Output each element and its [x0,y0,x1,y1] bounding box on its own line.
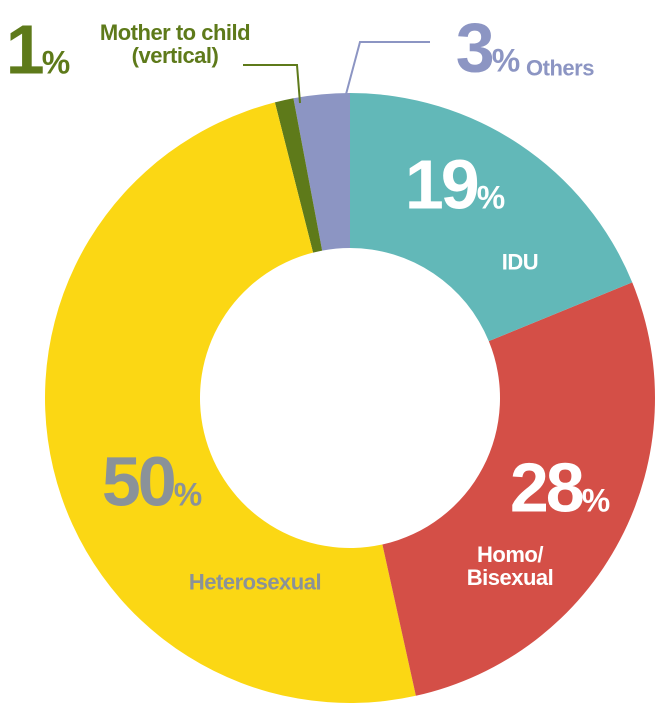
value-number: 1 [5,10,45,89]
value-unit: % [581,482,611,519]
value-number: 50 [101,442,177,521]
value-number: 28 [509,448,585,527]
slice [350,93,633,342]
category-label: Homo/ Bisexual [466,541,554,590]
value-label: 28% [510,451,610,525]
leader-line [344,41,430,99]
leader-line [243,64,301,104]
value-number: 3 [455,8,495,87]
value-label: 19% [405,148,505,222]
slice [274,98,323,253]
category-label: Mother to child (vertical) [99,19,251,68]
value-label: 1% [6,13,70,87]
slice [382,282,655,696]
slice [293,93,350,251]
value-number: 19 [404,145,480,224]
value-unit: % [491,42,521,79]
value-label: 3% [456,11,520,85]
value-unit: % [476,179,506,216]
category-label: IDU [501,249,539,275]
category-label: Others [526,55,594,81]
slice [44,102,416,704]
value-unit: % [41,44,71,81]
value-unit: % [173,476,203,513]
category-label: Heterosexual [188,569,322,595]
value-label: 50% [102,445,202,519]
